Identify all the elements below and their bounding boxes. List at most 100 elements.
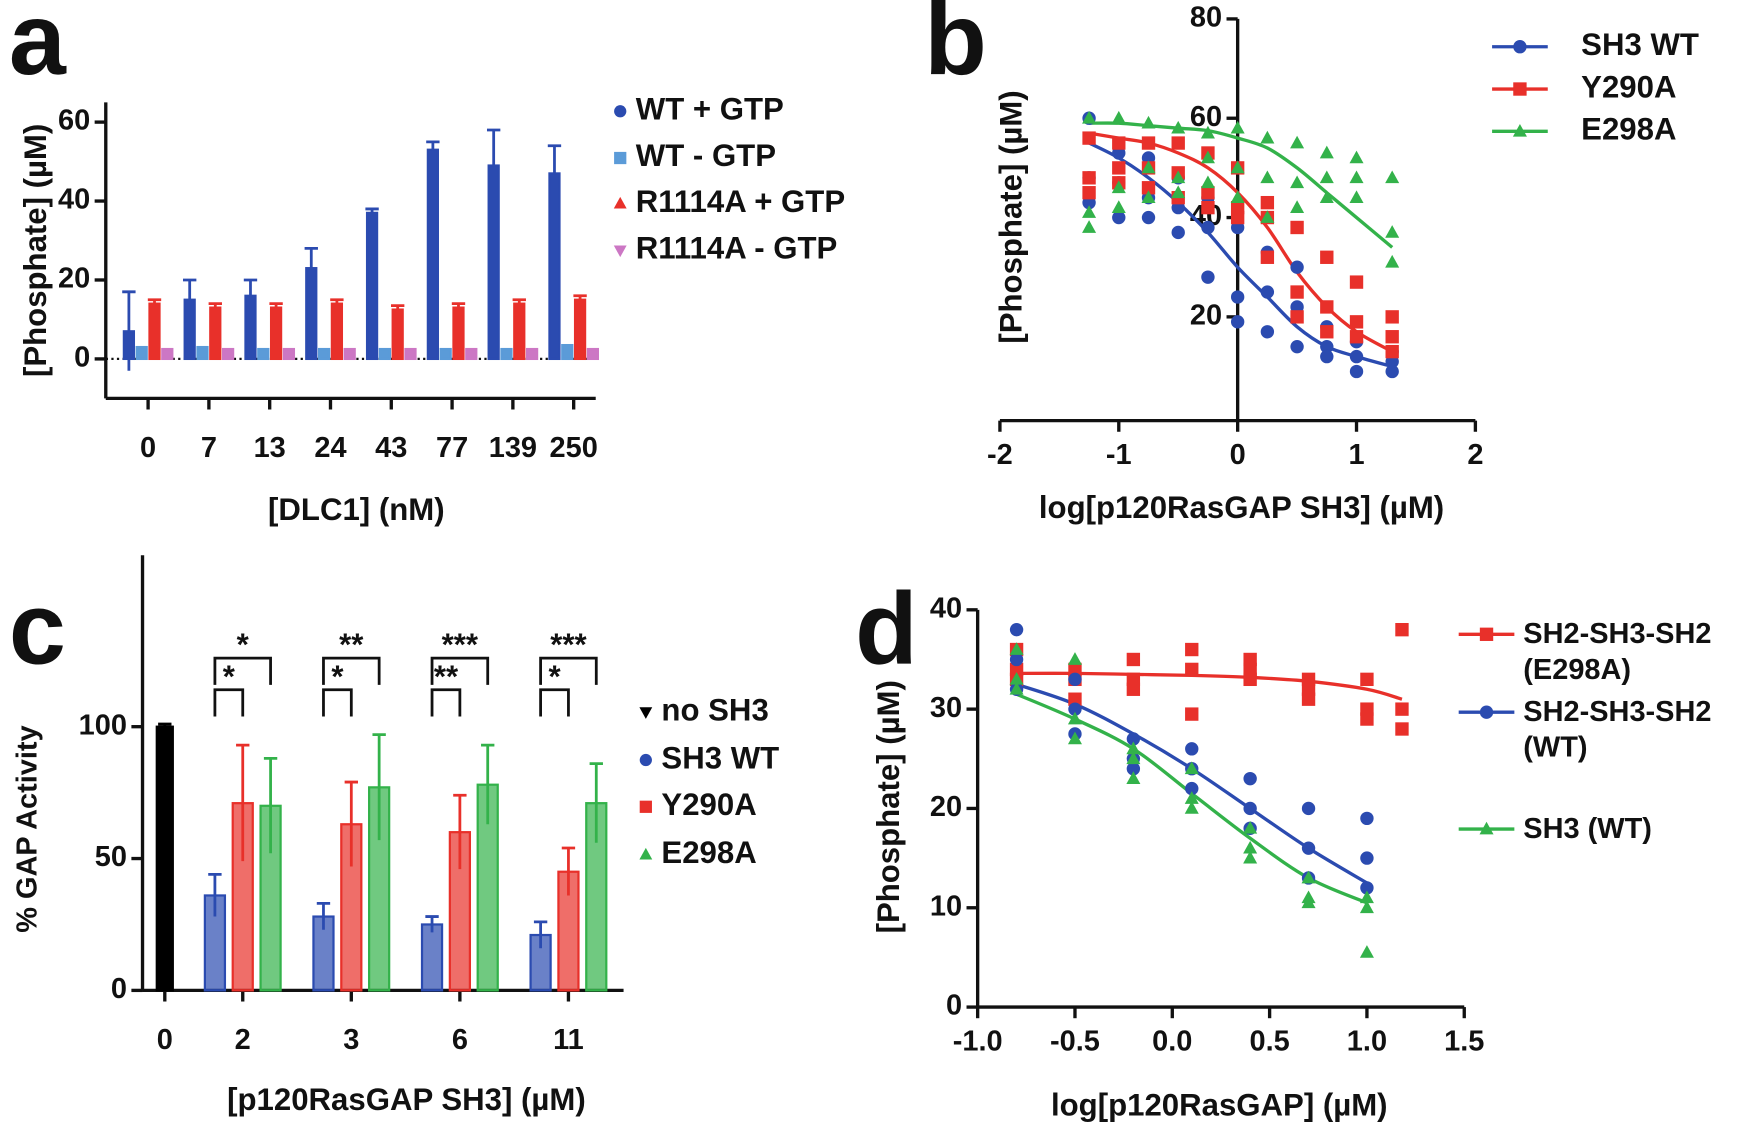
y-tick-label: 60 bbox=[1190, 101, 1222, 133]
significance-label: * bbox=[548, 659, 561, 694]
data-point bbox=[1349, 349, 1364, 364]
bar bbox=[183, 298, 196, 361]
significance-label: * bbox=[237, 627, 250, 662]
data-point bbox=[1082, 220, 1097, 233]
data-point bbox=[1260, 250, 1275, 264]
bar bbox=[448, 831, 472, 992]
x-tick-label: -2 bbox=[987, 439, 1013, 471]
data-point bbox=[1360, 881, 1374, 895]
data-point bbox=[1230, 160, 1245, 174]
x-tick-label: 2 bbox=[1467, 439, 1483, 471]
data-point bbox=[1141, 160, 1156, 174]
data-point bbox=[1009, 623, 1024, 637]
bar bbox=[340, 823, 363, 992]
data-point bbox=[1068, 672, 1082, 687]
x-axis-title: [p120RasGAP SH3] (µM) bbox=[227, 1082, 586, 1117]
bar bbox=[155, 725, 174, 992]
data-point bbox=[1185, 662, 1199, 677]
bar bbox=[368, 786, 391, 992]
legend-label: SH3 WT bbox=[1581, 27, 1699, 62]
data-point bbox=[1260, 195, 1275, 210]
x-tick-label: 13 bbox=[254, 432, 286, 464]
legend-label: R1114A - GTP bbox=[636, 231, 838, 266]
data-point bbox=[1301, 801, 1316, 816]
bar bbox=[317, 347, 331, 361]
marker bbox=[639, 753, 652, 767]
data-point bbox=[1009, 642, 1024, 655]
data-point bbox=[1200, 175, 1215, 189]
legend-label: SH3 WT bbox=[661, 740, 779, 775]
data-point bbox=[1185, 781, 1199, 796]
data-point bbox=[1260, 170, 1275, 184]
data-point bbox=[1171, 185, 1186, 199]
x-axis-title: [DLC1] (nM) bbox=[268, 492, 445, 527]
x-tick-label: 6 bbox=[452, 1024, 468, 1056]
data-point bbox=[1185, 742, 1199, 756]
legend-text: SH2-SH3-SH2 (WT) bbox=[1523, 694, 1712, 764]
data-point bbox=[1349, 330, 1364, 344]
x-tick-label: 11 bbox=[553, 1024, 584, 1056]
x-tick-label: -1 bbox=[1106, 439, 1132, 471]
data-point bbox=[1243, 840, 1258, 854]
x-tick-label: 1.0 bbox=[1347, 1025, 1387, 1057]
data-point bbox=[1111, 200, 1126, 213]
x-tick-label: -1.0 bbox=[953, 1025, 1003, 1057]
bar bbox=[244, 294, 257, 361]
data-point bbox=[1171, 136, 1185, 150]
data-point bbox=[1230, 290, 1245, 304]
data-point bbox=[1126, 762, 1141, 776]
y-tick-label: 30 bbox=[930, 692, 962, 724]
legend-label: WT + GTP bbox=[636, 92, 784, 127]
significance-label: * bbox=[223, 659, 236, 694]
y-tick-label: 10 bbox=[930, 890, 962, 922]
data-point bbox=[1301, 870, 1316, 884]
y-tick-label: 20 bbox=[58, 263, 90, 295]
x-tick-label: 250 bbox=[550, 432, 598, 464]
data-point bbox=[1320, 300, 1334, 314]
data-point bbox=[1230, 210, 1245, 225]
data-point bbox=[1171, 170, 1186, 184]
data-point bbox=[1126, 771, 1141, 784]
data-point bbox=[1009, 652, 1024, 667]
data-point bbox=[1385, 254, 1400, 268]
data-point bbox=[1301, 692, 1316, 706]
data-point bbox=[1126, 652, 1141, 667]
bar bbox=[365, 211, 379, 361]
panel-0: a [DLC1] (nM) [Phosphate] (µM) 0 20 40 60 0 7 13 2… bbox=[9, 0, 845, 527]
data-point bbox=[1082, 110, 1097, 124]
x-tick-label: 1 bbox=[1348, 439, 1364, 471]
data-point bbox=[1009, 681, 1024, 695]
significance-bracket bbox=[322, 688, 353, 717]
data-point bbox=[1349, 190, 1364, 204]
bar bbox=[426, 148, 439, 361]
bar bbox=[391, 308, 404, 361]
y-tick-label: 0 bbox=[111, 973, 127, 1005]
data-point bbox=[1395, 722, 1409, 736]
x-tick-label: 2 bbox=[235, 1024, 251, 1056]
data-point bbox=[1200, 125, 1215, 139]
x-axis-title: log[p120RasGAP SH3] (µM) bbox=[1039, 490, 1444, 525]
significance-label: * bbox=[331, 659, 344, 694]
bar bbox=[203, 894, 227, 992]
data-point bbox=[1230, 120, 1245, 134]
data-point bbox=[1201, 186, 1215, 200]
bar bbox=[122, 330, 136, 361]
marker bbox=[613, 196, 627, 209]
data-point bbox=[1290, 200, 1305, 213]
data-point bbox=[1082, 205, 1097, 218]
data-point bbox=[1141, 190, 1156, 204]
panel-1: b log[p120RasGAP SH3] (µM) [Phosphate] (µM… bbox=[924, 0, 1699, 525]
data-point bbox=[1290, 220, 1304, 235]
data-point bbox=[1301, 841, 1316, 855]
panel-label: c bbox=[9, 571, 66, 686]
data-point bbox=[1184, 791, 1199, 804]
data-point bbox=[1184, 801, 1199, 814]
data-point bbox=[1243, 801, 1257, 816]
data-point bbox=[1260, 210, 1275, 223]
y-axis-title: [Phosphate] (µM) bbox=[994, 90, 1029, 343]
data-point bbox=[1290, 175, 1305, 189]
marker bbox=[614, 151, 627, 165]
legend-label: R1114A + GTP bbox=[636, 184, 845, 219]
